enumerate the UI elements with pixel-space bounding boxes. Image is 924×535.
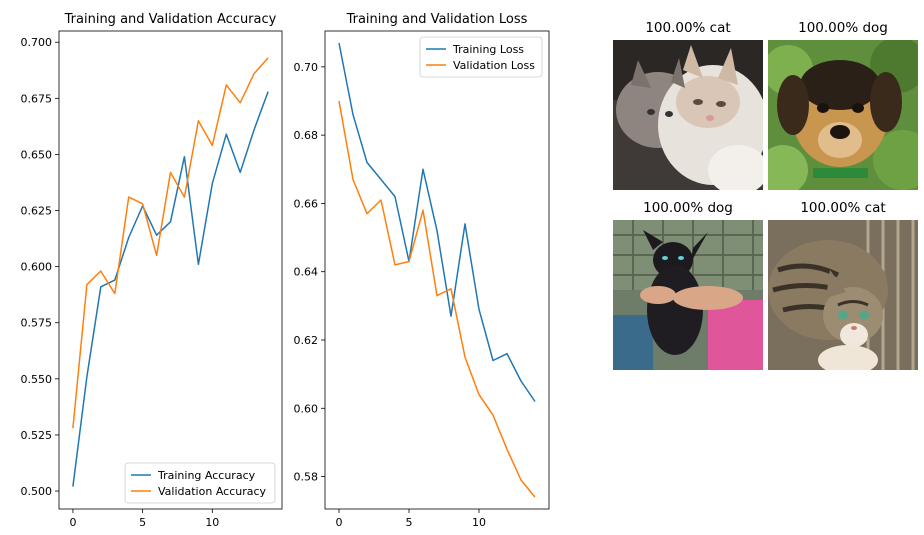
legend-box [124, 462, 276, 504]
prediction-label: 100.00% cat [645, 20, 731, 36]
legend: Training Loss Validation Loss [419, 36, 543, 78]
legend-label: Training Accuracy [157, 469, 256, 482]
legend: Training Accuracy Validation Accuracy [124, 462, 276, 504]
x-tick-label: 5 [139, 516, 146, 529]
prediction-label: 100.00% cat [800, 200, 886, 216]
y-tick-label: 0.60 [294, 402, 319, 415]
chart-title: Training and Validation Loss [346, 12, 528, 27]
y-tick-label: 0.550 [21, 373, 53, 386]
y-tick-label: 0.68 [294, 129, 319, 142]
y-tick-label: 0.575 [21, 317, 53, 330]
prediction-label: 100.00% dog [643, 200, 733, 216]
x-tick-label: 10 [205, 516, 219, 529]
chart-2: Training and Validation Loss 0.58 0.60 0.62… [294, 12, 550, 529]
chart-title: Training and Validation Accuracy [64, 12, 277, 27]
series-line-2 [338, 100, 536, 498]
x-tick-label: 10 [472, 516, 486, 529]
y-tick-label: 0.625 [21, 205, 53, 218]
legend-label: Training Loss [452, 43, 524, 56]
y-tick-label: 0.525 [21, 429, 53, 442]
y-tick-label: 0.500 [21, 485, 53, 498]
legend-label: Validation Loss [453, 59, 535, 72]
legend-label: Validation Accuracy [158, 485, 267, 498]
legend-box [419, 36, 543, 78]
series-line-1 [338, 42, 536, 402]
cat-photo [768, 220, 918, 370]
y-tick-label: 0.600 [21, 261, 53, 274]
chart-1: Training and Validation Accuracy 0.500 0.5… [21, 12, 283, 529]
prediction-label: 100.00% dog [798, 20, 888, 36]
series-line-1 [72, 91, 269, 487]
y-tick-label: 0.64 [294, 266, 319, 279]
x-tick-label: 0 [336, 516, 343, 529]
y-tick-label: 0.700 [21, 36, 53, 49]
plot-frame [58, 30, 283, 510]
y-tick-label: 0.58 [294, 471, 319, 484]
dog-photo [768, 40, 918, 190]
dog-photo [613, 220, 763, 370]
cat-photo [613, 40, 763, 190]
y-tick-label: 0.675 [21, 92, 53, 105]
y-tick-label: 0.650 [21, 148, 53, 161]
x-tick-label: 0 [69, 516, 76, 529]
y-tick-label: 0.70 [294, 61, 319, 74]
plot-frame [324, 30, 550, 510]
y-tick-label: 0.66 [294, 197, 319, 210]
series-line-2 [72, 57, 269, 429]
y-tick-label: 0.62 [294, 334, 319, 347]
x-tick-label: 5 [406, 516, 413, 529]
